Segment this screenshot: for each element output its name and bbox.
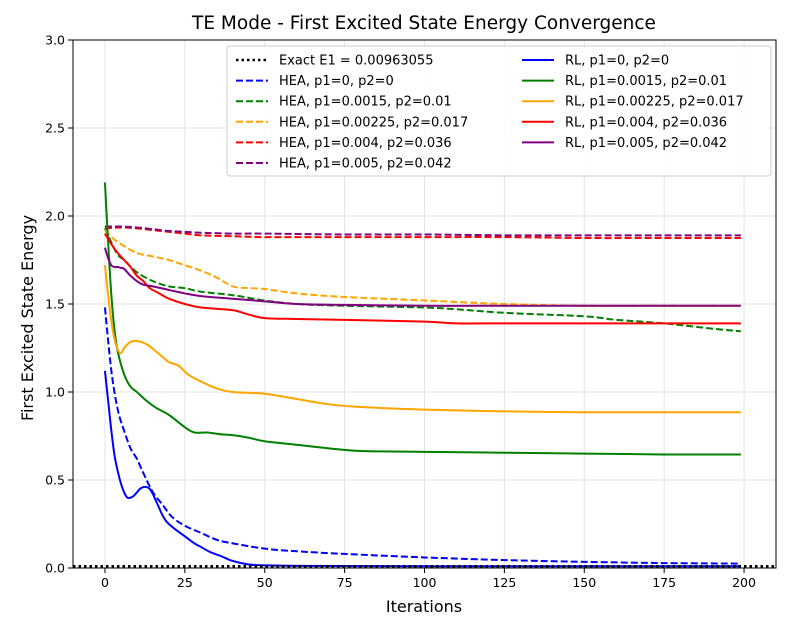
legend-label-rl-p1-0-0015-p2-0-01: RL, p1=0.0015, p2=0.01 [565,74,727,89]
x-tick-label: 175 [652,575,676,590]
chart-title: TE Mode - First Excited State Energy Con… [191,13,656,34]
series-line-rl-p1-0-0015-p2-0-01 [103,182,741,456]
y-axis-label: First Excited State Energy [18,215,37,421]
x-tick-label: 0 [101,575,109,590]
series-line-hea-p1-0-0015-p2-0-01 [104,227,741,333]
x-tick-label: 50 [257,575,273,590]
series-line-rl-p1-0-005-p2-0-042 [103,247,741,307]
y-tick-label: 0.0 [45,561,65,576]
legend-label-hea-p1-0-0015-p2-0-01: HEA, p1=0.0015, p2=0.01 [279,95,452,110]
y-tick-label: 1.0 [45,385,65,400]
x-tick-label: 200 [732,575,756,590]
x-tick-label: 100 [413,575,437,590]
legend-label-hea-p1-0-00225-p2-0-017: HEA, p1=0.00225, p2=0.017 [279,115,468,130]
series-line-hea-p1-0-004-p2-0-036 [104,226,741,240]
x-tick-label: 25 [177,575,193,590]
x-tick-label: 75 [337,575,353,590]
series-line-rl-p1-0-00225-p2-0-017 [103,265,741,414]
legend-label-hea-p1-0-004-p2-0-036: HEA, p1=0.004, p2=0.036 [279,136,452,151]
x-axis-ticks: 0 25 50 75 100 125 150 175 200 [101,568,756,590]
legend: Exact E1 = 0.00963055 HEA, p1=0, p2=0 HEA,… [226,45,772,177]
series-line-rl-p1-0-p2-0 [103,370,741,568]
legend-box [226,45,772,177]
legend-label-rl-p1-0-p2-0: RL, p1=0, p2=0 [565,54,669,69]
y-tick-label: 0.5 [45,473,65,488]
series-line-hea-p1-0-p2-0 [103,307,741,565]
legend-label-exact-e1-0-00963055: Exact E1 = 0.00963055 [279,54,433,69]
x-tick-label: 125 [492,575,516,590]
y-tick-label: 1.5 [45,297,65,312]
legend-label-hea-p1-0-005-p2-0-042: HEA, p1=0.005, p2=0.042 [279,157,452,172]
series-line-rl-p1-0-004-p2-0-036 [104,233,741,325]
legend-label-rl-p1-0-005-p2-0-042: RL, p1=0.005, p2=0.042 [565,136,727,151]
legend-label-hea-p1-0-p2-0: HEA, p1=0, p2=0 [279,74,394,89]
y-axis-ticks: 0.0 0.5 1.0 1.5 2.0 2.5 3.0 [45,33,73,576]
y-tick-label: 2.0 [45,209,65,224]
y-tick-label: 2.5 [45,121,65,136]
x-tick-label: 150 [572,575,596,590]
legend-label-rl-p1-0-004-p2-0-036: RL, p1=0.004, p2=0.036 [565,115,727,130]
y-tick-label: 3.0 [45,33,65,48]
series-line-hea-p1-0-005-p2-0-042 [104,225,741,237]
plot-area [73,182,776,568]
series-line-hea-p1-0-00225-p2-0-017 [104,229,741,307]
x-axis-label: Iterations [386,597,462,616]
legend-label-rl-p1-0-00225-p2-0-017: RL, p1=0.00225, p2=0.017 [565,95,744,110]
